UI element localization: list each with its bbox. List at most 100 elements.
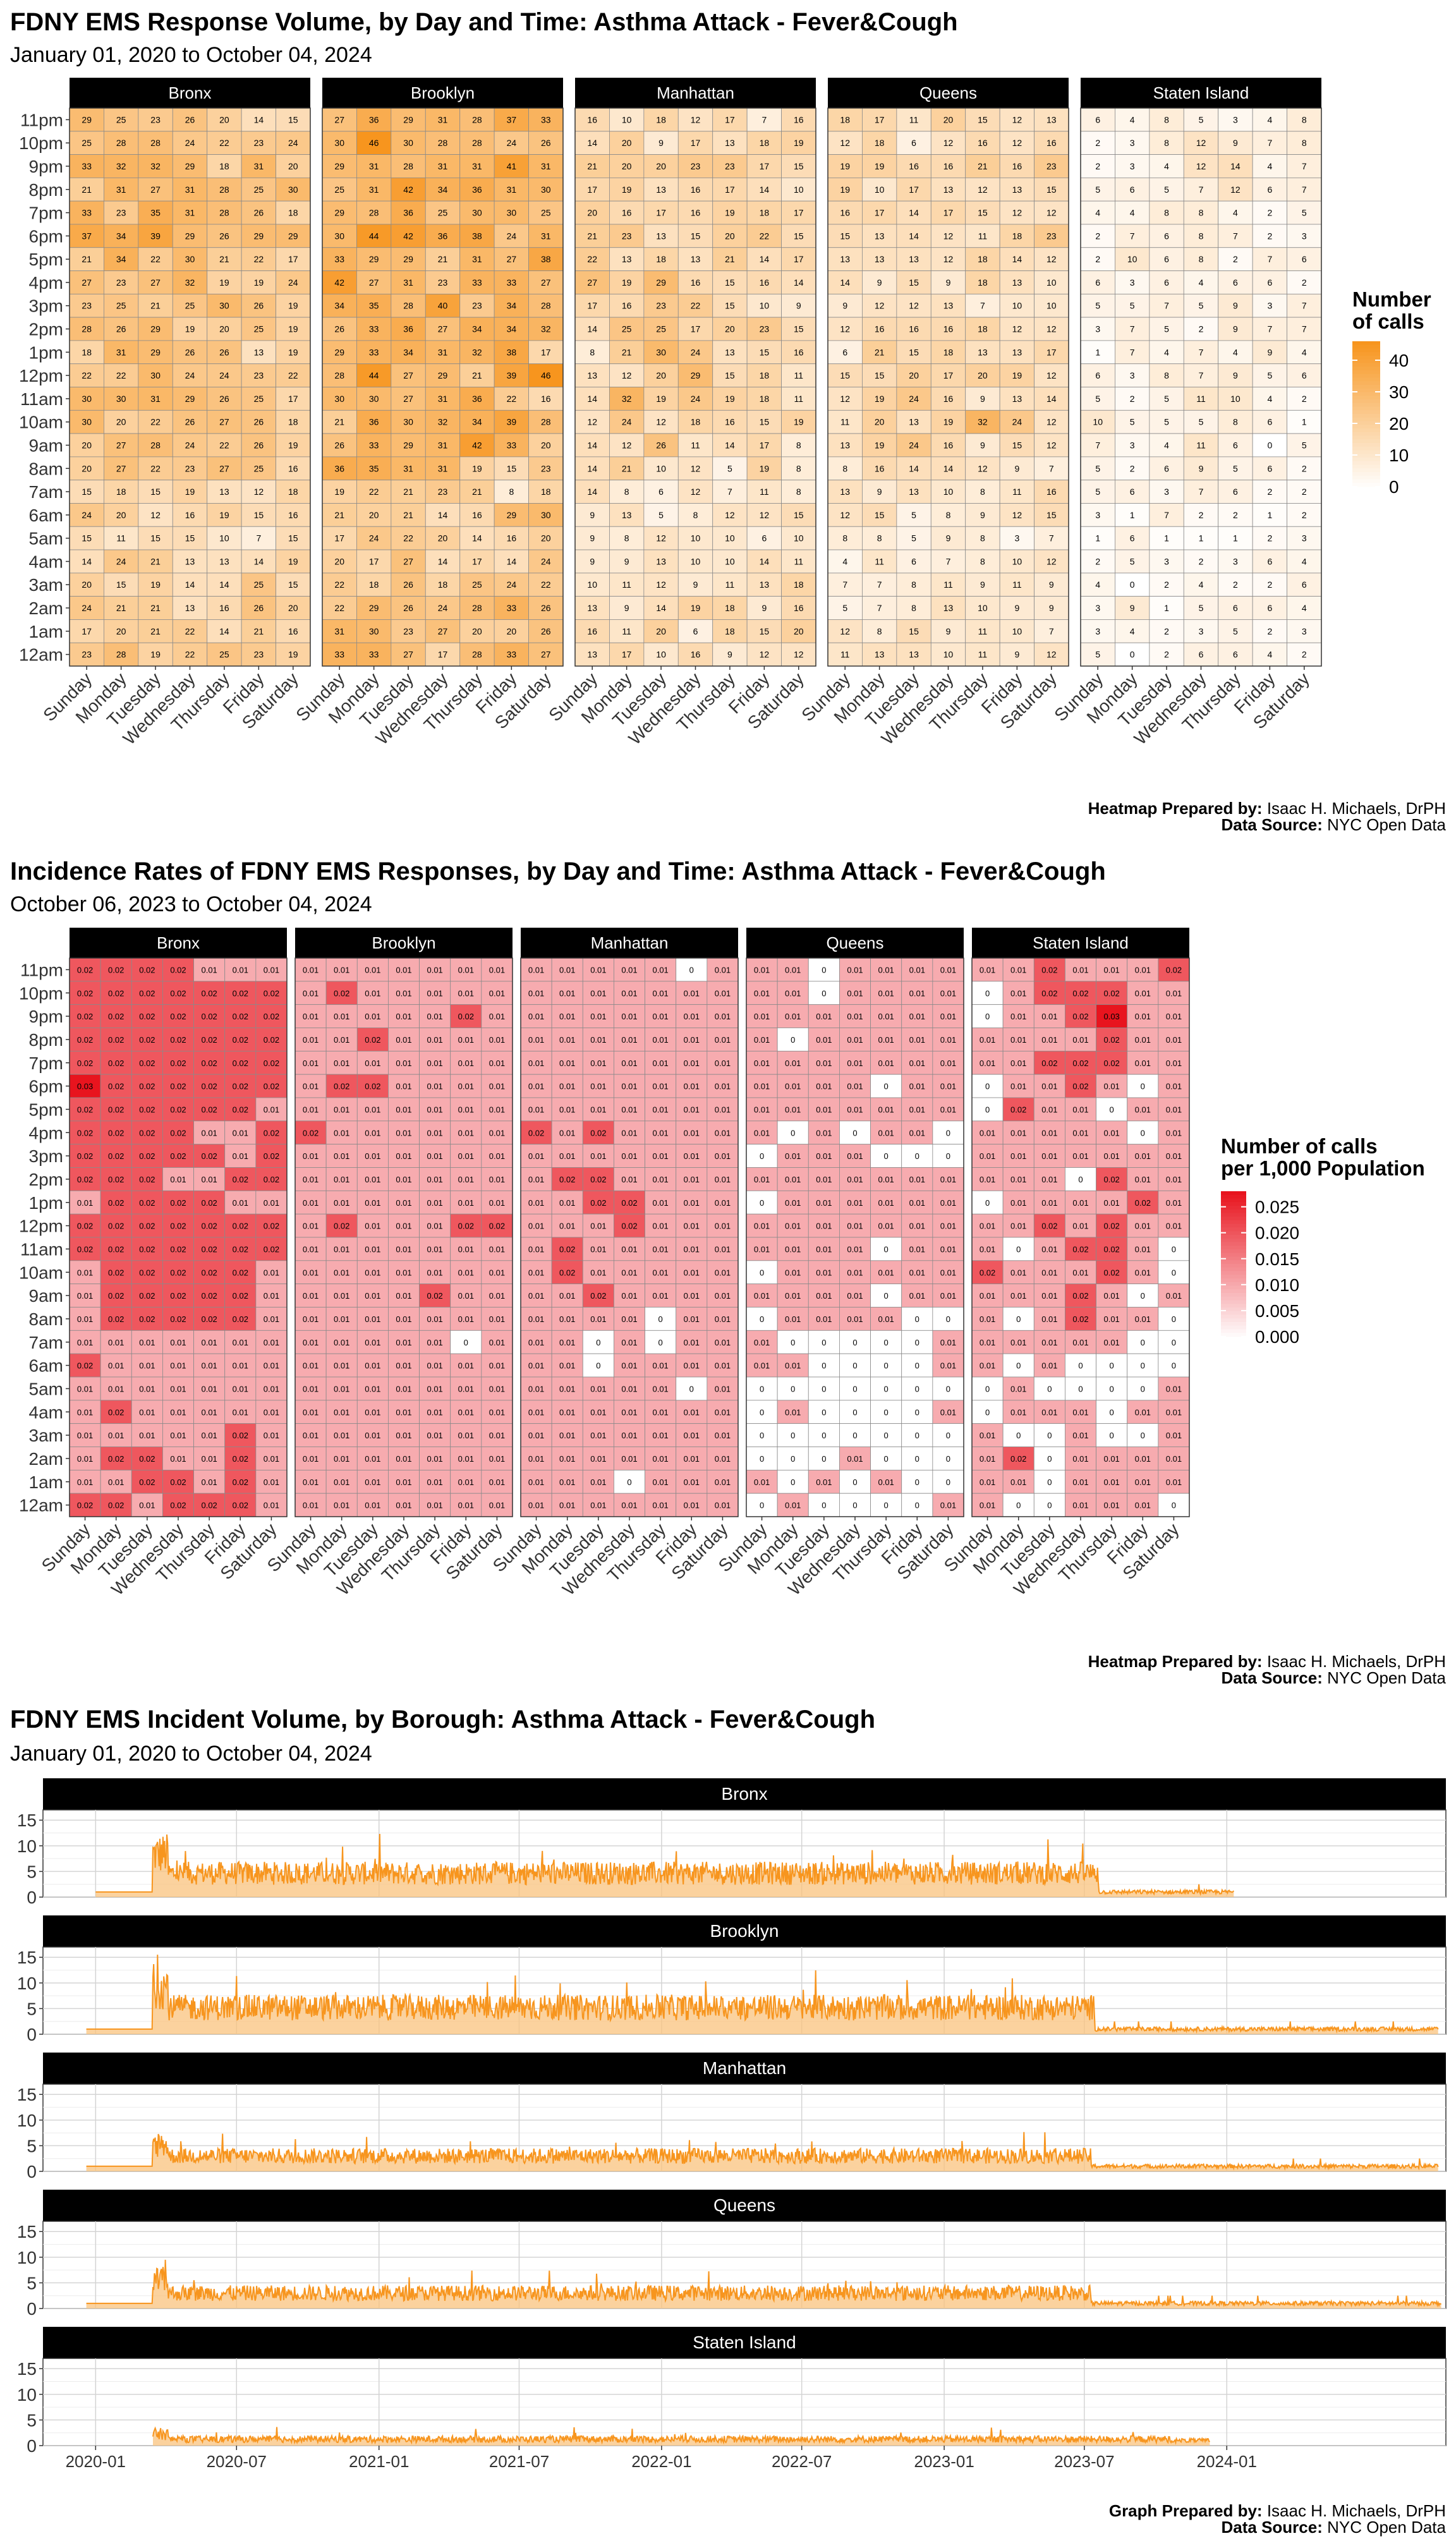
cell-label: 5 [1130,301,1135,311]
heatmap2-subtitle: October 06, 2023 to October 04, 2024 [10,892,372,916]
heat-cell [207,363,242,387]
heat-cell [138,270,173,294]
legend-swatch [1352,392,1380,396]
cell-label: 34 [116,231,126,241]
cell-label: 30 [334,231,344,241]
cell-label: 0.02 [1072,988,1088,998]
cell-label: 0.02 [170,988,186,998]
cell-label: 0.01 [1166,1407,1182,1417]
cell-label: 36 [438,231,448,241]
heat-cell [425,293,461,318]
heat-cell [609,526,645,550]
cell-label: 28 [369,208,379,218]
cell-label: 0 [946,1151,950,1161]
cell-label: 13 [840,440,850,450]
cell-label: 0.01 [1135,965,1151,974]
y-tick-label: 9am [29,435,63,455]
cell-label: 0.02 [233,988,248,998]
cell-label: 0.01 [1103,965,1119,974]
cell-label: 0.02 [590,1198,606,1208]
cell-label: 0 [822,1407,826,1417]
cell-label: 15 [875,370,885,380]
cell-label: 0.01 [785,965,801,974]
cell-label: 20 [116,626,126,636]
y-tick-label: 12am [19,1496,63,1515]
cell-label: 0 [946,1477,950,1487]
heat-cell [138,247,173,271]
cell-label: 7 [1130,324,1135,334]
cell-label: 38 [507,347,517,357]
cell-label: 0.01 [489,1384,505,1393]
cell-label: 16 [943,324,954,334]
cell-label: 0 [760,1454,764,1464]
cell-label: 0.01 [396,1268,411,1277]
cell-label: 16 [507,533,517,543]
cell-label: 0.01 [396,1314,411,1324]
cell-label: 0.01 [1041,1244,1057,1254]
cell-label: 0.01 [334,1268,349,1277]
cell-label: 0.02 [1103,1059,1119,1068]
cell-label: 20 [438,533,448,543]
cell-label: 0.01 [303,1431,318,1440]
cell-label: 23 [254,650,264,660]
cell-label: 0.01 [427,1454,442,1464]
cell-label: 0.01 [1135,988,1151,998]
heat-cell [528,363,564,387]
cell-label: 26 [219,394,229,404]
heat-cell [528,619,564,643]
cell-label: 37 [82,231,92,241]
cell-label: 29 [150,324,161,334]
cell-label: 0.01 [559,1059,575,1068]
cell-label: 0 [822,1338,826,1347]
cell-label: 0 [1016,1431,1021,1440]
cell-label: 0.01 [77,1198,93,1208]
cell-label: 26 [116,324,126,334]
cell-label: 0 [884,1338,889,1347]
cell-label: 0.01 [233,1151,248,1161]
cell-label: 28 [219,185,229,195]
heat-cell [528,456,564,481]
cell-label: 28 [472,114,482,124]
cell-label: 17 [288,254,298,264]
cell-label: 0.02 [233,1477,248,1487]
cell-label: 24 [219,370,229,380]
cell-label: 7 [1164,510,1169,520]
cell-label: 0.01 [528,1151,544,1161]
cell-label: 6 [761,533,767,543]
heat-cell [459,340,495,365]
cell-label: 0.01 [980,965,995,974]
cell-label: 10 [219,533,229,543]
cell-label: 0.01 [940,1501,956,1510]
cell-label: 0.01 [201,965,217,974]
heat-cell [746,549,782,574]
cell-label: 29 [369,254,379,264]
heat-cell [574,317,610,341]
cell-label: 16 [1012,161,1022,171]
cell-label: 27 [403,556,413,566]
cell-label: 33 [369,440,379,450]
cell-label: 23 [541,463,551,473]
y-tick-label: 3am [29,575,63,595]
cell-label: 8 [946,510,951,520]
cell-label: 7 [1302,185,1307,195]
cell-label: 0 [1016,1314,1021,1324]
cell-label: 0.01 [489,1059,505,1068]
cell-label: 0 [822,965,826,974]
heat-cell [322,317,357,341]
cell-label: 30 [334,138,344,148]
cell-label: 0.02 [201,1501,217,1510]
legend-swatch [1352,373,1380,379]
heat-cell [276,503,311,527]
cell-label: 0.01 [303,1384,318,1393]
cell-label: 0.01 [684,1361,700,1371]
cell-label: 0.02 [233,1175,248,1184]
cell-label: 0 [1267,440,1272,450]
cell-label: 0.01 [816,1314,832,1324]
y-tick-label: 5pm [29,1100,63,1119]
cell-label: 3 [1233,114,1238,124]
cell-label: 0.01 [715,1338,731,1347]
cell-label: 14 [909,463,919,473]
cell-label: 20 [909,370,919,380]
cell-label: 18 [691,417,701,427]
cell-label: 0.01 [980,1454,995,1464]
